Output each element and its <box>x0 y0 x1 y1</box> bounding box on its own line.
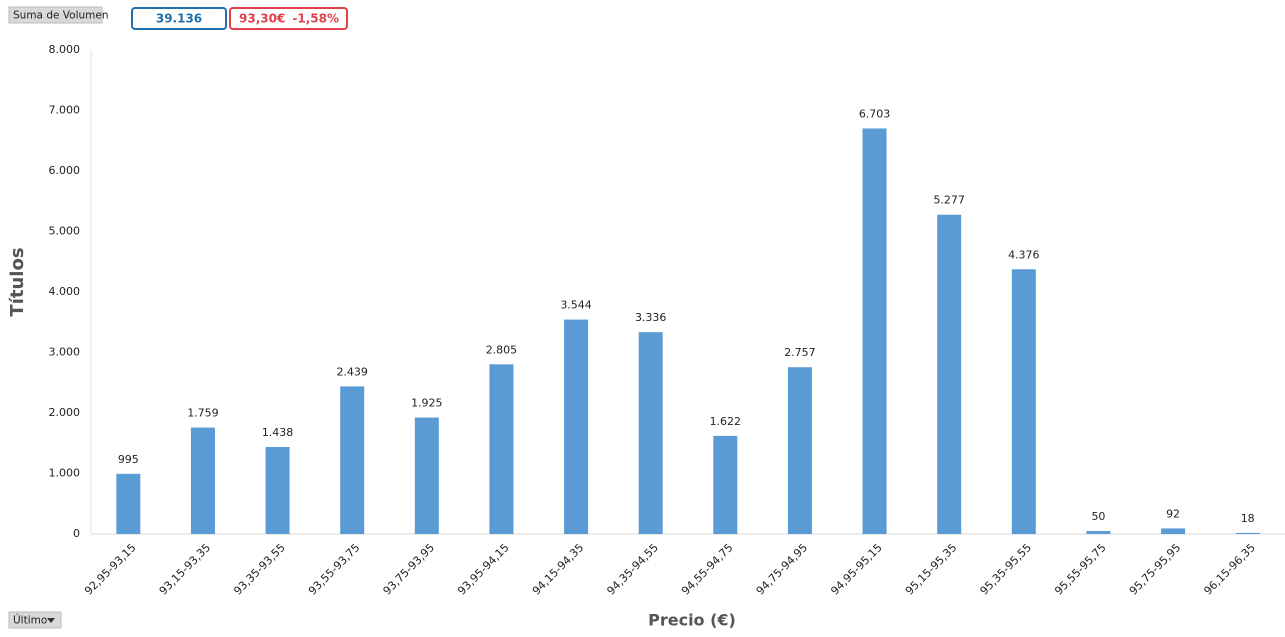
data-label: 92 <box>1166 507 1180 520</box>
price-box <box>229 7 348 30</box>
bar <box>340 386 365 534</box>
bar <box>1235 532 1260 534</box>
filter-field-button[interactable] <box>8 611 62 629</box>
data-label: 18 <box>1241 512 1255 525</box>
y-tick-label: 4.000 <box>49 285 81 298</box>
data-label: 1.925 <box>411 397 443 410</box>
bar <box>489 364 514 534</box>
y-axis-title: Títulos <box>7 247 28 316</box>
data-label: 6.703 <box>859 107 891 120</box>
data-label: 3.336 <box>635 311 667 324</box>
x-tick-label: 92,95-93,15 <box>82 541 139 598</box>
total-box <box>131 7 227 30</box>
bar <box>190 427 215 534</box>
x-tick-label: 93,75-93,95 <box>381 541 438 598</box>
x-tick-label: 93,95-94,15 <box>455 541 512 598</box>
bar <box>1011 269 1036 534</box>
y-tick-label: 7.000 <box>49 104 81 117</box>
bar <box>862 128 887 534</box>
x-tick-label: 94,15-94,35 <box>530 541 587 598</box>
data-label: 2.805 <box>486 343 518 356</box>
x-axis-title: Precio (€) <box>648 611 736 630</box>
x-tick-label: 95,35-95,55 <box>978 541 1035 598</box>
pivot-field-button[interactable] <box>8 6 103 24</box>
data-label: 995 <box>118 453 139 466</box>
bar <box>564 319 589 534</box>
y-tick-label: 5.000 <box>49 225 81 238</box>
y-tick-label: 2.000 <box>49 406 81 419</box>
filter-field: Último <box>13 614 47 627</box>
x-tick-label: 95,15-95,35 <box>903 541 960 598</box>
x-tick-label: 94,95-95,15 <box>828 541 885 598</box>
data-label: 1.622 <box>710 415 742 428</box>
data-label: 1.759 <box>187 407 219 420</box>
y-tick-label: 1.000 <box>49 467 81 480</box>
x-tick-label: 94,35-94,55 <box>604 541 661 598</box>
x-tick-label: 94,75-94,95 <box>754 541 811 598</box>
bar <box>638 332 663 534</box>
data-label: 2.757 <box>784 346 816 359</box>
data-label: 3.544 <box>560 299 592 312</box>
y-tick-label: 8.000 <box>49 43 81 56</box>
x-tick-label: 93,55-93,75 <box>306 541 363 598</box>
bar <box>116 473 141 534</box>
price: 93,30€ <box>239 12 285 26</box>
x-tick-label: 94,55-94,75 <box>679 541 736 598</box>
x-tick-label: 95,55-95,75 <box>1052 541 1109 598</box>
y-tick-label: 3.000 <box>49 346 81 359</box>
x-tick-label: 96,15-96,35 <box>1201 541 1258 598</box>
data-label: 4.376 <box>1008 248 1040 261</box>
x-tick-label: 93,15-93,35 <box>157 541 214 598</box>
bar <box>1161 528 1186 534</box>
pivot-field: Suma de Volumen <box>13 10 109 22</box>
total: 39.136 <box>156 12 202 26</box>
data-label: 1.438 <box>262 426 294 439</box>
bar <box>414 417 439 534</box>
y-tick-label: 0 <box>73 527 80 540</box>
data-label: 50 <box>1091 510 1105 523</box>
bar <box>713 435 738 534</box>
data-label: 5.277 <box>933 194 965 207</box>
bar <box>265 447 290 534</box>
x-tick-label: 93,35-93,55 <box>231 541 288 598</box>
change: -1,58% <box>292 12 339 26</box>
bar <box>937 214 962 534</box>
dropdown-arrow <box>47 618 55 623</box>
bar <box>1086 530 1111 534</box>
y-tick-label: 6.000 <box>49 164 81 177</box>
x-tick-label: 95,75-95,95 <box>1127 541 1184 598</box>
data-label: 2.439 <box>336 365 368 378</box>
bar <box>787 367 812 534</box>
